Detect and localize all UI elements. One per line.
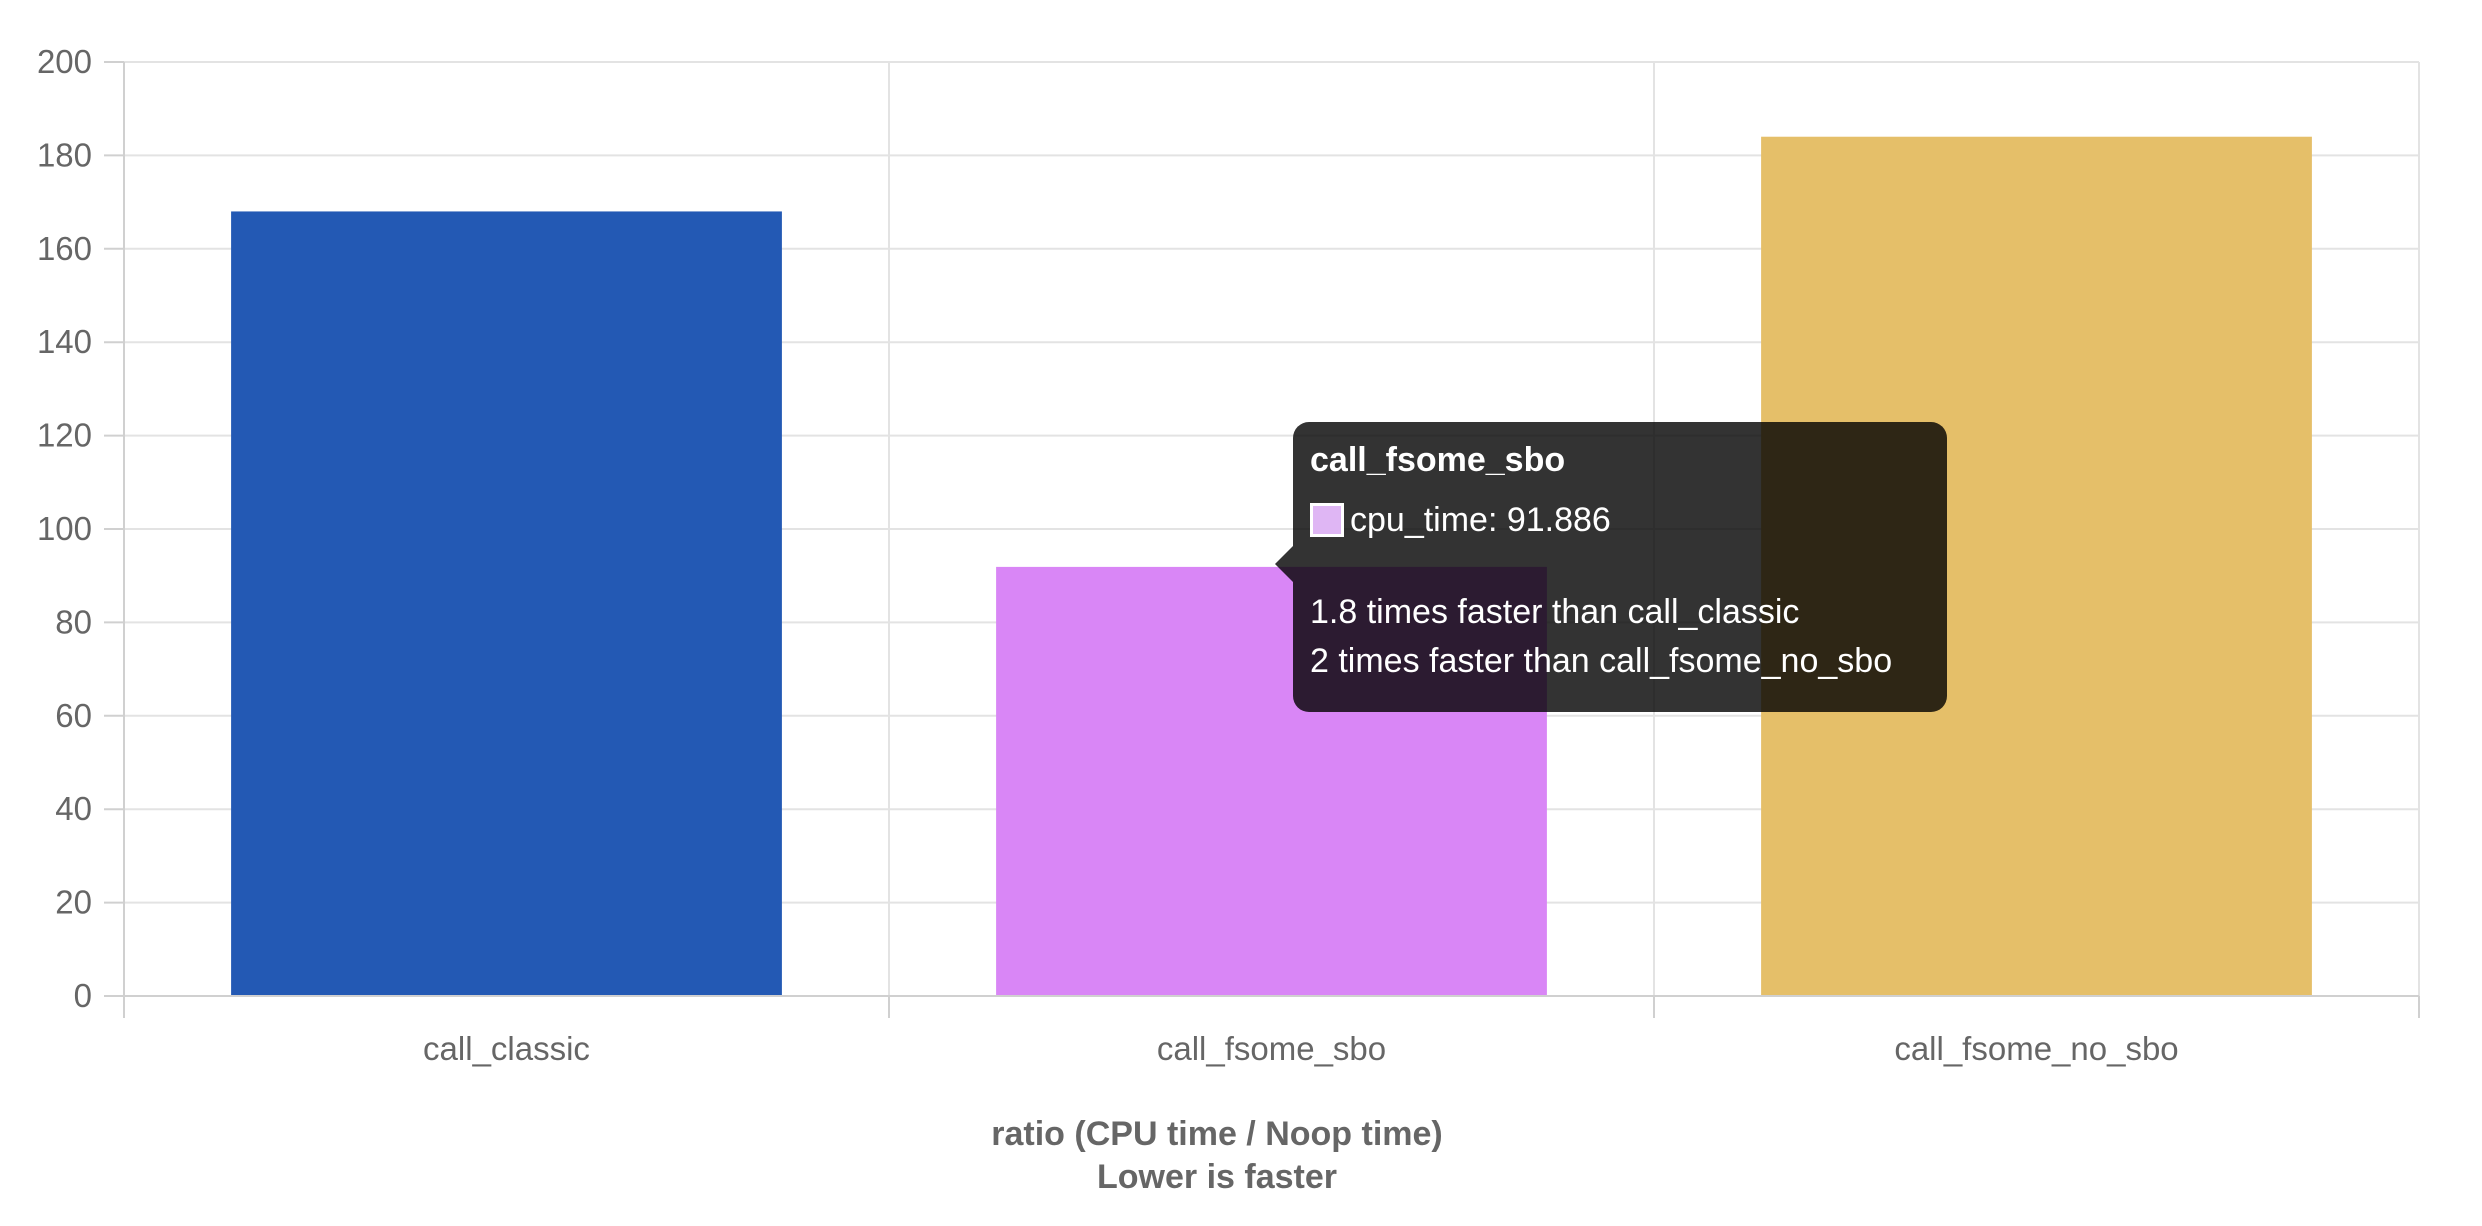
- x-tick-label: call_fsome_no_sbo: [1894, 1030, 2178, 1067]
- tooltip-value-row: cpu_time: 91.886: [1310, 498, 1930, 542]
- tooltip-value: cpu_time: 91.886: [1350, 501, 1611, 539]
- y-tick-label: 80: [55, 603, 92, 640]
- tooltip-color-swatch: [1310, 503, 1344, 537]
- tooltip-footer-line-2: 2 times faster than call_fsome_no_sbo: [1310, 642, 1893, 680]
- y-tick-label: 40: [55, 790, 92, 827]
- x-tick-label: call_fsome_sbo: [1157, 1030, 1386, 1067]
- x-tick-label: call_classic: [423, 1030, 590, 1067]
- y-tick-label: 140: [37, 323, 92, 360]
- bars-layer: [231, 136, 2312, 997]
- x-axis-label-line-1: ratio (CPU time / Noop time): [991, 1115, 1442, 1153]
- y-tick-label: 60: [55, 697, 92, 734]
- bar-call-classic[interactable]: [231, 211, 782, 996]
- y-tick-label: 200: [37, 43, 92, 80]
- x-axis-label-line-2: Lower is faster: [1097, 1158, 1337, 1196]
- y-tick-label: 160: [37, 230, 92, 267]
- y-tick-label: 120: [37, 417, 92, 454]
- tooltip-title: call_fsome_sbo: [1310, 441, 1566, 479]
- y-tick-label: 100: [37, 510, 92, 547]
- tooltip: call_fsome_sbo cpu_time: 91.886 1.8 time…: [1275, 422, 1947, 712]
- y-tick-label: 20: [55, 884, 92, 921]
- tooltip-footer: 1.8 times faster than call_classic 2 tim…: [1310, 588, 1930, 686]
- y-tick-label: 0: [74, 977, 92, 1014]
- axis-layer: 0 20 40 60 80 100 120 140 160 180 200 call_classic c…: [37, 43, 2420, 1067]
- y-tick-label: 180: [37, 136, 92, 173]
- labels-layer: ratio (CPU time / Noop time) Lower is fa…: [991, 1115, 1442, 1196]
- tooltip-footer-line-1: 1.8 times faster than call_classic: [1310, 593, 1800, 631]
